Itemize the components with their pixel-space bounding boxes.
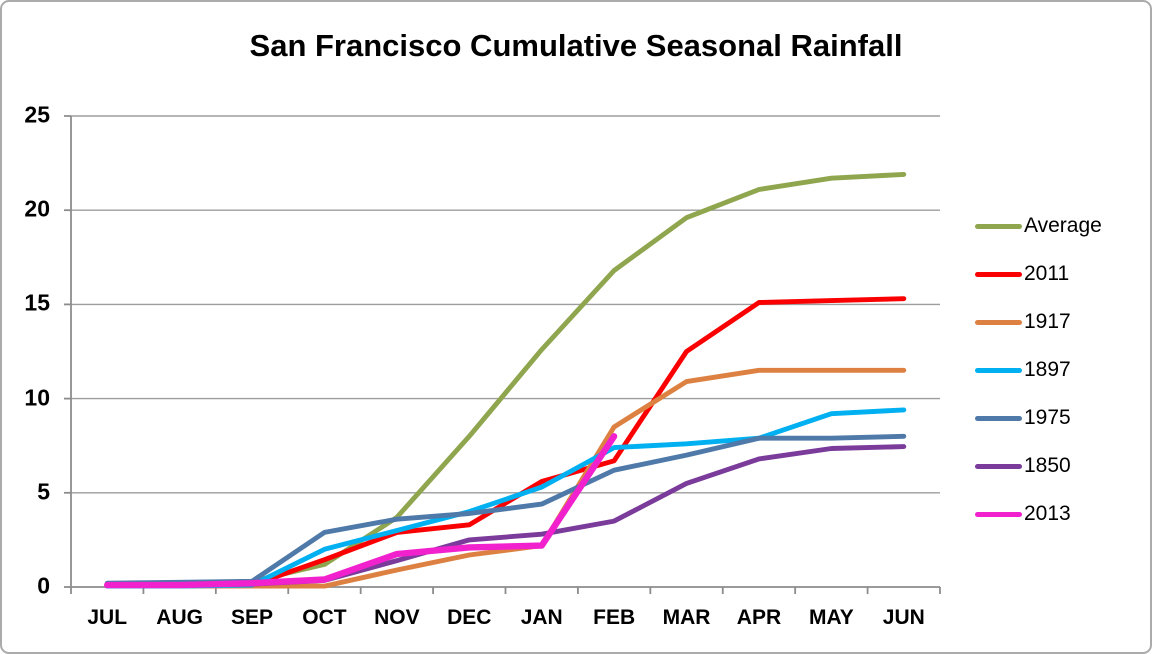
- legend-swatch: [975, 319, 1022, 325]
- y-axis-tick-label: 15: [24, 289, 50, 316]
- x-axis-month-label: FEB: [593, 606, 636, 629]
- legend-swatch: [975, 367, 1022, 373]
- legend-item-1897: 1897: [975, 346, 1102, 394]
- legend-item-1917: 1917: [975, 298, 1102, 346]
- legend-item-2013: 2013: [975, 490, 1102, 538]
- series-line-1975: [104, 433, 907, 586]
- legend-item-1850: 1850: [975, 442, 1102, 490]
- x-axis-month-label: MAR: [662, 606, 711, 629]
- legend-label: 1850: [1024, 454, 1071, 477]
- legend-item-average: Average: [975, 202, 1102, 250]
- x-axis-month-label: DEC: [447, 606, 492, 629]
- x-axis-month-label: AUG: [156, 606, 203, 629]
- x-axis-month-label: JAN: [520, 606, 563, 629]
- legend-swatch: [975, 511, 1022, 517]
- series-line-1917: [104, 367, 907, 589]
- y-axis-tick-label: 25: [24, 101, 50, 128]
- legend-label: Average: [1024, 214, 1102, 237]
- legend-label: 1917: [1024, 310, 1071, 333]
- chart-title: San Francisco Cumulative Seasonal Rainfa…: [249, 28, 903, 63]
- x-axis-month-label: NOV: [374, 606, 420, 629]
- legend-swatch: [975, 271, 1022, 277]
- series-line-1850: [104, 444, 907, 588]
- series-line-2013: [103, 433, 618, 589]
- x-axis-month-label: SEP: [231, 606, 274, 629]
- legend-label: 1975: [1024, 406, 1071, 429]
- legend-swatch: [975, 223, 1022, 229]
- series-line-2011: [104, 296, 907, 588]
- y-axis-tick-label: 5: [37, 478, 50, 505]
- legend-label: 2013: [1024, 502, 1071, 525]
- y-axis-tick-label: 20: [24, 195, 50, 222]
- legend-label: 1897: [1024, 358, 1071, 381]
- series-line-average: [104, 171, 907, 588]
- y-axis-tick-label: 0: [37, 572, 50, 599]
- x-axis-month-label: MAY: [809, 606, 854, 629]
- legend-swatch: [975, 463, 1022, 469]
- y-axis-tick-label: 10: [24, 384, 50, 411]
- x-axis-month-label: JUL: [87, 606, 128, 629]
- x-axis-month-label: JUN: [882, 606, 925, 629]
- legend-swatch: [975, 415, 1022, 421]
- legend-item-1975: 1975: [975, 394, 1102, 442]
- legend-label: 2011: [1024, 262, 1070, 285]
- x-axis-month-label: OCT: [302, 606, 347, 629]
- legend-item-2011: 2011: [975, 250, 1102, 298]
- x-axis-month-label: APR: [736, 606, 782, 629]
- legend: Average 2011 1917 1897 1975 1850 2013: [975, 202, 1102, 538]
